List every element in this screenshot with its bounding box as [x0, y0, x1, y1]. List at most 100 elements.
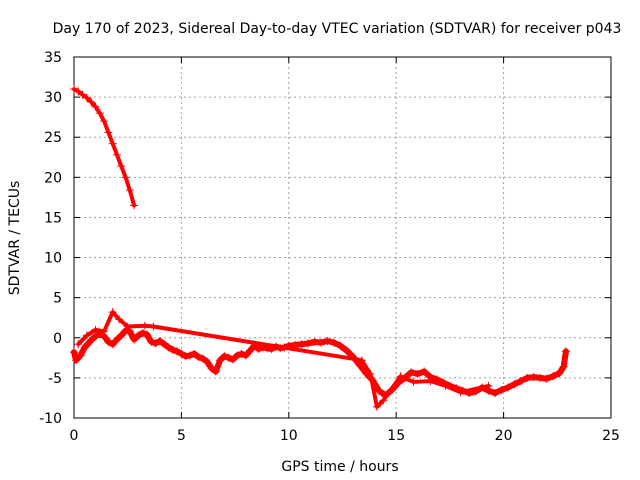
data-point [95, 109, 104, 118]
data-point [185, 351, 194, 360]
data-point [510, 380, 519, 389]
data-point [203, 357, 212, 366]
data-point [112, 150, 121, 159]
points-layer [70, 85, 570, 411]
data-point [198, 354, 207, 363]
data-point [76, 351, 85, 360]
data-point [211, 367, 220, 376]
data-point [456, 388, 465, 397]
data-point [559, 362, 568, 371]
data-point [426, 377, 435, 386]
data-point [366, 369, 375, 378]
data-point [181, 352, 190, 361]
data-point [130, 335, 139, 344]
data-point [164, 343, 173, 352]
data-point [529, 373, 538, 382]
grid-layer [74, 57, 611, 418]
data-point [542, 374, 551, 383]
y-tick-label: 10 [44, 251, 62, 267]
data-point [115, 315, 124, 324]
data-point [108, 139, 117, 148]
y-tick-label: 0 [53, 331, 62, 347]
data-point [497, 385, 506, 394]
data-point [375, 386, 384, 395]
data-point [80, 343, 89, 352]
data-point [246, 346, 255, 355]
data-point [74, 340, 83, 349]
data-point [173, 347, 182, 356]
data-point [297, 340, 306, 349]
data-point [220, 352, 229, 361]
data-point [407, 368, 416, 377]
data-point [78, 90, 87, 99]
data-point [177, 349, 186, 358]
data-point [503, 383, 512, 392]
data-point [561, 347, 570, 356]
data-point [523, 373, 532, 382]
data-point [121, 173, 130, 182]
data-point [72, 356, 81, 365]
data-point [104, 128, 113, 137]
data-point [194, 353, 203, 362]
data-point [224, 353, 233, 362]
data-point [100, 117, 109, 126]
data-point [108, 340, 117, 349]
data-point [237, 349, 246, 358]
data-point [409, 377, 418, 386]
data-point [108, 308, 117, 317]
data-point [304, 339, 313, 348]
data-point [70, 85, 78, 94]
data-point [82, 331, 91, 340]
data-point [357, 356, 366, 365]
chart-title: Day 170 of 2023, Sidereal Day-to-day VTE… [53, 21, 622, 37]
data-point [549, 372, 558, 381]
series-track [76, 310, 491, 409]
data-point [317, 338, 326, 347]
data-point [130, 201, 139, 210]
y-tick-label: 25 [44, 130, 62, 146]
data-point [123, 322, 132, 331]
data-point [91, 102, 100, 111]
data-point [87, 336, 96, 345]
x-tick-label: 15 [387, 428, 405, 444]
y-tick-label: -10 [39, 411, 62, 427]
data-point [117, 331, 126, 340]
data-point [329, 338, 338, 347]
y-tick-label: 30 [44, 90, 62, 106]
data-point [372, 402, 381, 411]
data-point [117, 162, 126, 171]
x-tick-label: 5 [177, 428, 186, 444]
data-point [516, 377, 525, 386]
data-point [74, 87, 83, 96]
y-tick-label: 5 [53, 291, 62, 307]
data-point [336, 341, 345, 350]
data-point [254, 345, 263, 354]
x-tick-label: 0 [70, 428, 79, 444]
y-axis-label: SDTVAR / TECUs [7, 181, 23, 296]
x-tick-label: 25 [602, 428, 620, 444]
data-point [151, 339, 160, 348]
data-point [168, 345, 177, 354]
data-point [70, 348, 78, 357]
data-point [420, 367, 429, 376]
data-point [160, 340, 169, 349]
data-point [233, 351, 242, 360]
data-point [342, 346, 351, 355]
data-point [82, 93, 91, 102]
data-point [138, 328, 147, 337]
data-point [190, 349, 199, 358]
data-point [134, 331, 143, 340]
y-tick-label: 15 [44, 210, 62, 226]
data-point [491, 389, 500, 398]
data-point [91, 325, 100, 334]
data-point [143, 330, 152, 339]
data-point [310, 337, 319, 346]
y-tick-label: -5 [48, 371, 62, 387]
data-point [87, 97, 96, 106]
x-tick-label: 10 [280, 428, 298, 444]
data-point [125, 186, 134, 195]
data-point [396, 372, 405, 381]
data-point [228, 355, 237, 364]
data-point [100, 327, 109, 336]
data-point [413, 369, 422, 378]
